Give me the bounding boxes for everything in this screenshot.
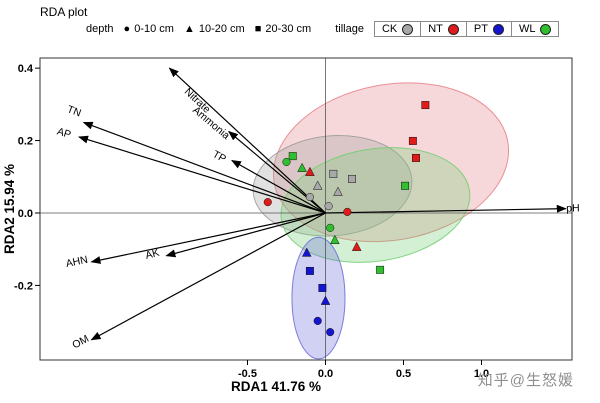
- point-NT-triangle: [351, 241, 362, 251]
- plot-title: RDA plot: [40, 5, 88, 19]
- point-CK-circle: [305, 193, 314, 202]
- point-PT-circle: [313, 316, 322, 325]
- y-tick-label: 0.4: [18, 63, 34, 75]
- y-tick-label: 0.0: [18, 208, 33, 220]
- arrow-Nitrate: [168, 67, 326, 214]
- point-PT-square: [318, 283, 327, 292]
- point-NT-triangle: [305, 166, 315, 176]
- arrow-AK: [165, 212, 326, 258]
- legend-tillage-item-label: WL: [518, 23, 536, 35]
- legend-tillage-item-CK: CK: [375, 22, 422, 36]
- legend-depth-label: depth: [86, 23, 114, 35]
- legend-depth: depth ● 0-10 cm ▲ 10-20 cm ■ 20-30 cm: [86, 23, 322, 35]
- y-tick-label: -0.2: [14, 280, 33, 292]
- tillage-color-dot-icon: [492, 23, 504, 35]
- point-WL-square: [401, 181, 410, 190]
- point-NT-circle: [343, 207, 352, 216]
- confidence-ellipse-PT: [291, 236, 346, 360]
- point-CK-triangle: [333, 186, 343, 196]
- point-WL-circle: [326, 223, 335, 232]
- x-tick-label: 1.0: [474, 368, 489, 380]
- arrow-label-pH: pH: [566, 202, 580, 214]
- point-PT-square: [305, 266, 314, 275]
- point-NT-square: [412, 153, 420, 162]
- point-NT-square: [421, 101, 430, 110]
- watermark: 知乎@生怒媛: [477, 372, 574, 389]
- legend-tillage-label: tillage: [335, 23, 364, 35]
- arrow-TP: [231, 159, 326, 214]
- point-NT-square: [408, 136, 417, 145]
- arrow-AP: [78, 135, 326, 214]
- point-CK-triangle: [312, 180, 323, 190]
- y-axis-title: RDA2 15.94 %: [2, 164, 17, 254]
- arrow-pH: [325, 204, 567, 214]
- legend-depth-item-circle: ● 0-10 cm: [124, 23, 174, 35]
- point-PT-triangle: [320, 295, 331, 305]
- arrow-label-OM: OM: [70, 333, 91, 352]
- triangle-marker-icon: ▲: [183, 22, 195, 35]
- point-PT-circle: [326, 328, 335, 337]
- plot-frame: [39, 57, 573, 361]
- legend-tillage: tillage CK NT PT WL: [335, 21, 560, 37]
- tillage-color-dot-icon: [402, 23, 414, 35]
- circle-marker-icon: ●: [123, 22, 131, 35]
- confidence-ellipse-NT: [272, 82, 510, 243]
- x-tick-label: -0.5: [238, 368, 257, 380]
- confidence-ellipse-CK: [252, 135, 413, 237]
- legend-tillage-box: CK NT PT WL: [373, 21, 560, 37]
- arrow-TN: [82, 121, 326, 214]
- legend-depth-items: ● 0-10 cm ▲ 10-20 cm ■ 20-30 cm: [124, 23, 322, 35]
- legend-depth-item-triangle: ▲ 10-20 cm: [184, 23, 245, 35]
- point-WL-square: [288, 152, 297, 161]
- legend-tillage-item-label: NT: [428, 23, 443, 35]
- arrow-AHN: [90, 212, 326, 264]
- tillage-color-dot-icon: [447, 23, 459, 35]
- point-CK-circle: [324, 202, 333, 211]
- legend-tillage-item-PT: PT: [467, 22, 512, 36]
- arrow-label-AK: AK: [144, 247, 161, 262]
- confidence-ellipse-WL: [280, 147, 471, 263]
- arrow-label-Ammonia: Ammonia: [190, 104, 232, 142]
- point-NT-circle: [263, 198, 272, 207]
- point-WL-triangle: [330, 234, 340, 244]
- point-PT-triangle: [301, 247, 312, 257]
- x-tick-label: 0.0: [318, 368, 333, 380]
- point-CK-square: [329, 169, 338, 178]
- legend-depth-item-square: ■ 20-30 cm: [255, 23, 312, 35]
- arrow-label-TP: TP: [210, 148, 228, 165]
- legend-tillage-item-label: CK: [381, 23, 398, 35]
- x-axis-title: RDA1 41.76 %: [231, 379, 321, 394]
- tillage-color-dot-icon: [540, 23, 552, 35]
- arrow-OM: [90, 212, 326, 341]
- legend-depth-item-label: 0-10 cm: [134, 23, 174, 36]
- legend-tillage-item-WL: WL: [512, 22, 559, 36]
- arrow-label-AP: AP: [55, 126, 72, 142]
- x-tick-label: 0.5: [396, 368, 411, 380]
- legend-depth-item-label: 20-30 cm: [265, 23, 312, 36]
- legend-tillage-item-NT: NT: [421, 22, 467, 36]
- legend-tillage-item-label: PT: [473, 23, 488, 35]
- y-tick-label: 0.2: [18, 136, 33, 148]
- point-WL-circle: [282, 157, 291, 166]
- legend-row: depth ● 0-10 cm ▲ 10-20 cm ■ 20-30 cm tillage…: [86, 21, 560, 37]
- arrow-label-TN: TN: [65, 103, 82, 119]
- legend-depth-item-label: 10-20 cm: [198, 23, 245, 36]
- square-marker-icon: ■: [254, 22, 262, 35]
- point-WL-square: [376, 265, 385, 274]
- arrow-label-AHN: AHN: [65, 254, 89, 270]
- point-CK-square: [348, 174, 356, 183]
- point-WL-triangle: [297, 162, 307, 172]
